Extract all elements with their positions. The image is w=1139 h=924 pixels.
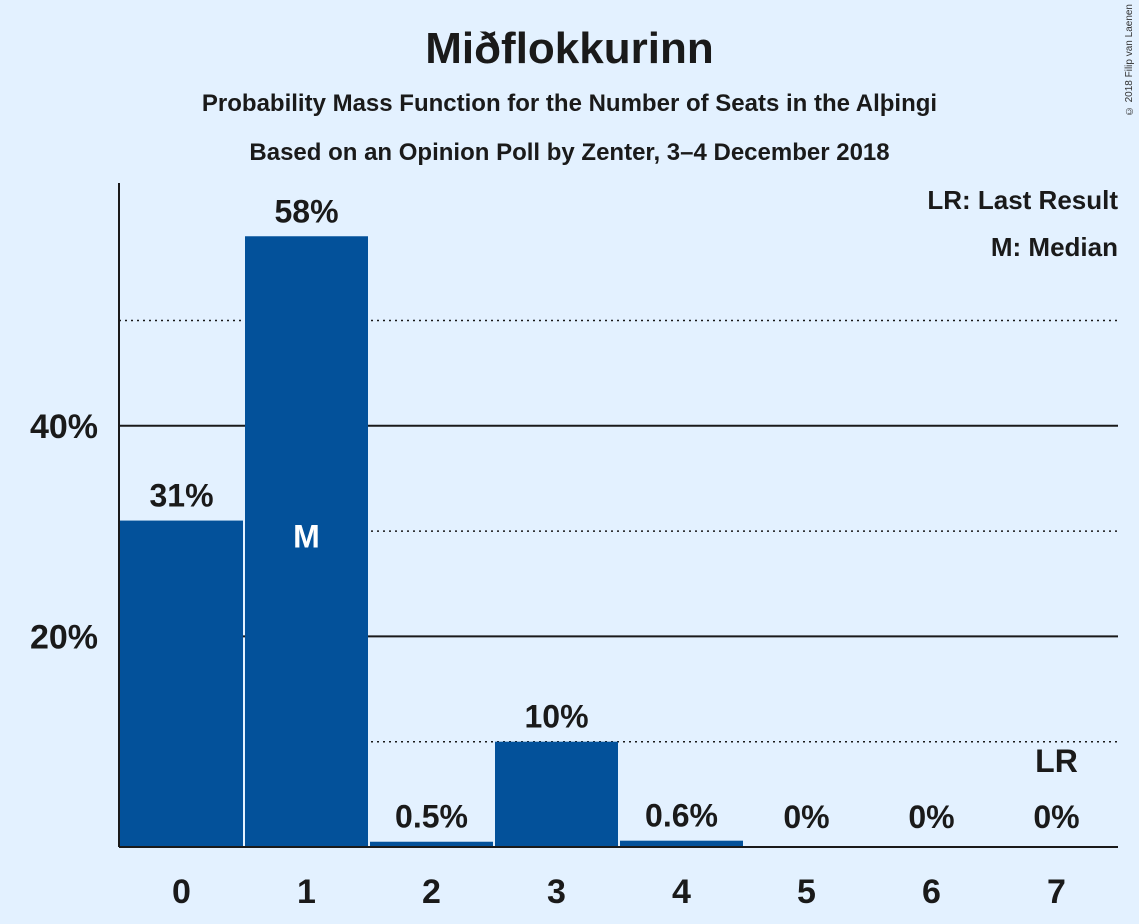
bar-value-label: 0% <box>783 799 829 835</box>
bar-value-label: 31% <box>149 478 213 514</box>
x-tick-label: 4 <box>672 873 691 911</box>
chart-source: Based on an Opinion Poll by Zenter, 3–4 … <box>249 139 890 166</box>
bar <box>495 741 618 847</box>
bar-value-label: 10% <box>524 699 588 735</box>
bar-value-label: 58% <box>274 193 338 229</box>
x-tick-label: 1 <box>297 873 316 911</box>
bar <box>370 841 493 847</box>
bar-value-label: 0% <box>1033 799 1079 835</box>
bar <box>120 520 243 847</box>
legend-last-result: LR: Last Result <box>927 185 1118 215</box>
chart-title: Miðflokkurinn <box>425 24 714 73</box>
x-tick-label: 5 <box>797 873 816 911</box>
x-tick-label: 6 <box>922 873 941 911</box>
x-tick-label: 7 <box>1047 873 1066 911</box>
legend-median: M: Median <box>990 232 1118 262</box>
x-tick-label: 0 <box>172 873 191 911</box>
bar-value-label: 0% <box>908 799 954 835</box>
x-tick-label: 2 <box>422 873 441 911</box>
chart-subtitle: Probability Mass Function for the Number… <box>201 90 938 117</box>
x-tick-label: 3 <box>547 873 566 911</box>
median-marker: M <box>293 519 320 555</box>
bar-value-label: 0.5% <box>395 799 468 835</box>
last-result-marker: LR <box>1035 743 1078 779</box>
y-tick-label: 40% <box>30 408 98 446</box>
y-tick-label: 20% <box>30 618 98 656</box>
bar <box>620 840 743 847</box>
bar-value-label: 0.6% <box>645 798 718 834</box>
bar <box>245 236 368 847</box>
